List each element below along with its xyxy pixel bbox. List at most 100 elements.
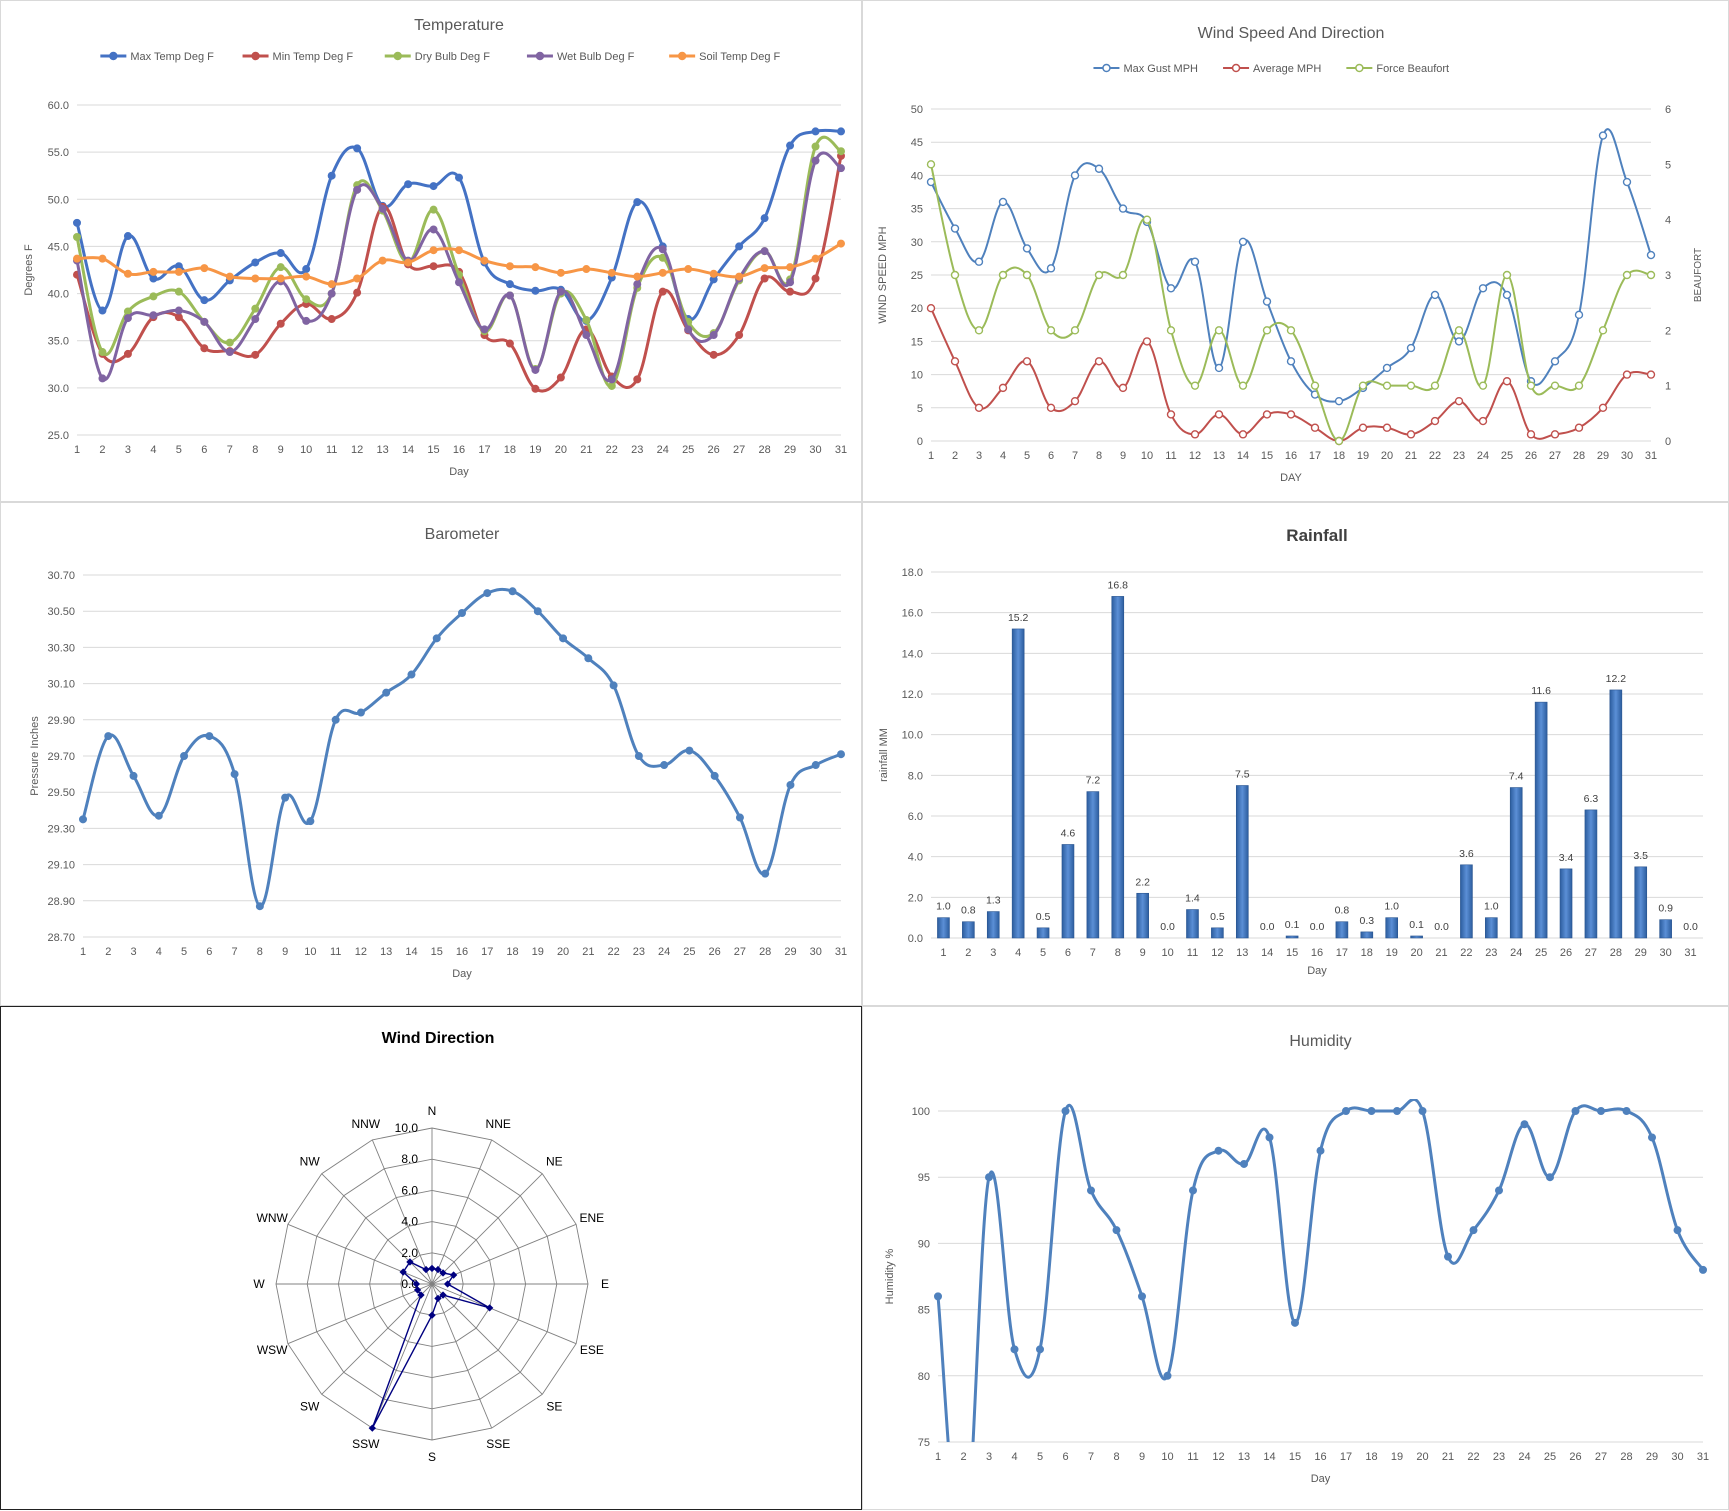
y-tick-label: 45	[911, 137, 923, 149]
data-point	[1262, 297, 1272, 306]
data-point	[786, 278, 795, 287]
bar-data-label: 12.2	[1606, 673, 1627, 685]
x-tick-label: 26	[708, 444, 720, 456]
x-tick-label: 2	[960, 1451, 966, 1463]
data-point	[1334, 396, 1344, 406]
x-tick-label: 26	[709, 946, 721, 958]
data-point	[1502, 290, 1512, 300]
data-point	[1622, 1106, 1631, 1115]
legend-marker	[1355, 63, 1364, 73]
x-tick-label: 1	[935, 1451, 941, 1463]
data-point	[735, 331, 744, 340]
data-point	[1166, 410, 1176, 419]
data-point	[1046, 403, 1056, 412]
data-point	[327, 289, 336, 298]
data-point	[1526, 381, 1536, 390]
legend-label: Min Temp Deg F	[273, 51, 354, 63]
x-tick-label: 12	[355, 946, 367, 958]
data-point	[1478, 381, 1488, 390]
x-tick-label: 25	[1544, 1451, 1556, 1463]
x-tick-label: 4	[1000, 450, 1006, 462]
x-tick-label: 18	[506, 946, 518, 958]
x-tick-label: 29	[1635, 947, 1647, 959]
y-tick-label: 28.90	[47, 896, 75, 908]
x-tick-label: 15	[431, 946, 443, 958]
data-point	[926, 304, 936, 313]
rainfall-bar	[1559, 868, 1573, 939]
data-point	[251, 350, 260, 359]
data-point	[422, 1265, 430, 1274]
direction-label: SE	[546, 1399, 562, 1413]
x-tick-label: 1	[928, 450, 934, 462]
data-point	[104, 732, 113, 741]
x-tick-label: 8	[257, 946, 263, 958]
data-point	[1316, 1146, 1325, 1155]
data-point	[407, 670, 416, 679]
data-point	[485, 1304, 494, 1312]
data-point	[735, 272, 744, 281]
data-point	[353, 144, 362, 153]
data-point	[660, 761, 669, 770]
data-point	[1142, 215, 1152, 224]
x-tick-label: 6	[1065, 947, 1071, 959]
data-point	[633, 375, 642, 384]
rainfall-bar	[1335, 921, 1349, 939]
data-point	[710, 771, 719, 780]
data-point	[1406, 343, 1416, 353]
y-tick-label: 85	[918, 1305, 930, 1317]
radial-tick-label: 4.0	[401, 1215, 418, 1229]
bar-data-label: 1.4	[1185, 893, 1200, 905]
radial-tick-label: 2.0	[401, 1246, 418, 1260]
y-tick-label: 30.0	[48, 383, 69, 395]
x-tick-label: 5	[1037, 1451, 1043, 1463]
bar-data-label: 0.5	[1210, 911, 1225, 923]
x-tick-label: 13	[380, 946, 392, 958]
x-tick-label: 25	[1535, 947, 1547, 959]
data-point	[658, 287, 667, 296]
y2-tick-label: 5	[1665, 159, 1671, 171]
data-point	[98, 306, 107, 315]
x-tick-label: 20	[1410, 947, 1422, 959]
x-tick-label: 19	[1386, 947, 1398, 959]
x-tick-label: 30	[810, 946, 822, 958]
data-point	[607, 375, 616, 384]
data-point	[1022, 357, 1032, 366]
x-tick-label: 15	[1261, 450, 1273, 462]
rainfall-bar	[1036, 927, 1050, 939]
data-point	[1022, 244, 1032, 253]
data-point	[1286, 357, 1296, 366]
radar-spoke	[321, 1173, 433, 1285]
x-tick-label: 9	[1120, 450, 1126, 462]
data-point	[1622, 177, 1632, 187]
data-point	[1406, 430, 1416, 439]
data-point	[531, 384, 540, 393]
data-point	[1112, 1226, 1121, 1235]
y2-tick-label: 0	[1665, 436, 1671, 448]
bar-data-label: 1.0	[1384, 901, 1399, 913]
x-tick-label: 18	[1365, 1451, 1377, 1463]
data-point	[607, 268, 616, 277]
direction-label: SSE	[486, 1437, 510, 1451]
x-tick-label: 20	[557, 946, 569, 958]
rainfall-bar	[1235, 785, 1249, 939]
x-tick-label: 27	[1595, 1451, 1607, 1463]
x-tick-label: 20	[555, 444, 567, 456]
x-tick-label: 24	[1477, 450, 1489, 462]
data-point	[1598, 326, 1608, 335]
rainfall-chart-panel: Rainfall 0.0 2.0 4.0 6.0 8.0 10.0 12.0 14.0 16.0 1…	[862, 502, 1729, 1006]
x-tick-label: 25	[1501, 450, 1513, 462]
y2-tick-label: 2	[1665, 325, 1671, 337]
y-tick-label: 29.50	[47, 787, 75, 799]
direction-label: ENE	[579, 1211, 604, 1225]
series-line	[81, 587, 842, 908]
data-point	[811, 254, 820, 263]
data-point	[684, 265, 693, 274]
y-tick-label: 30.10	[47, 679, 75, 691]
x-tick-label: 25	[682, 444, 694, 456]
y-tick-label: 30	[911, 237, 923, 249]
bar-data-label: 0.0	[1310, 921, 1325, 933]
data-point	[1358, 423, 1368, 432]
data-point	[353, 185, 362, 194]
data-point	[1598, 131, 1608, 140]
data-point	[1238, 237, 1248, 247]
